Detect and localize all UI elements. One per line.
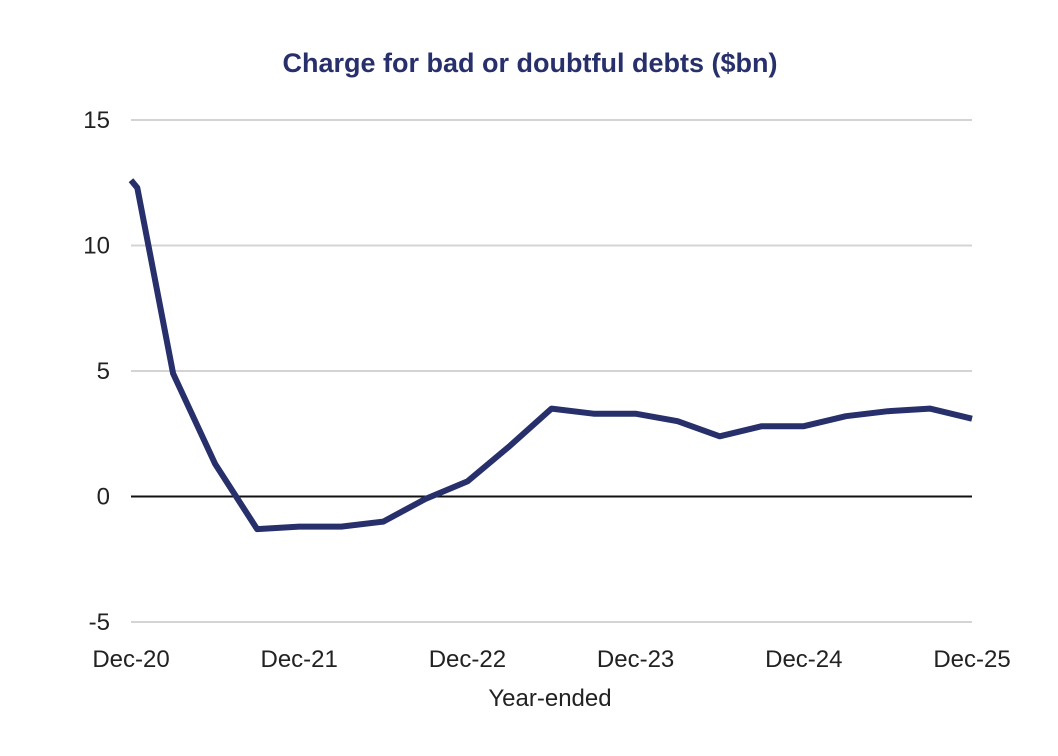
x-tick-label: Dec-25	[933, 646, 1010, 673]
chart-title: Charge for bad or doubtful debts ($bn)	[283, 48, 778, 78]
y-tick-labels: 15 10 5 0 -5	[83, 107, 110, 636]
x-axis-label: Year-ended	[488, 685, 611, 712]
y-tick-label: -5	[89, 609, 110, 636]
grid-layer	[131, 119, 972, 623]
x-tick-label: Dec-20	[92, 646, 169, 673]
x-tick-label: Dec-22	[429, 646, 506, 673]
y-tick-label: 10	[83, 233, 110, 260]
x-tick-label: Dec-24	[765, 646, 842, 673]
y-tick-label: 0	[97, 484, 110, 511]
series-line	[128, 178, 973, 533]
x-tick-label: Dec-23	[597, 646, 674, 673]
x-tick-labels: Dec-20 Dec-21 Dec-22 Dec-23 Dec-24 Dec-25	[92, 646, 1010, 673]
x-tick-label: Dec-21	[261, 646, 338, 673]
y-tick-label: 15	[83, 107, 110, 134]
series-layer	[128, 178, 973, 533]
y-tick-label: 5	[97, 358, 110, 385]
